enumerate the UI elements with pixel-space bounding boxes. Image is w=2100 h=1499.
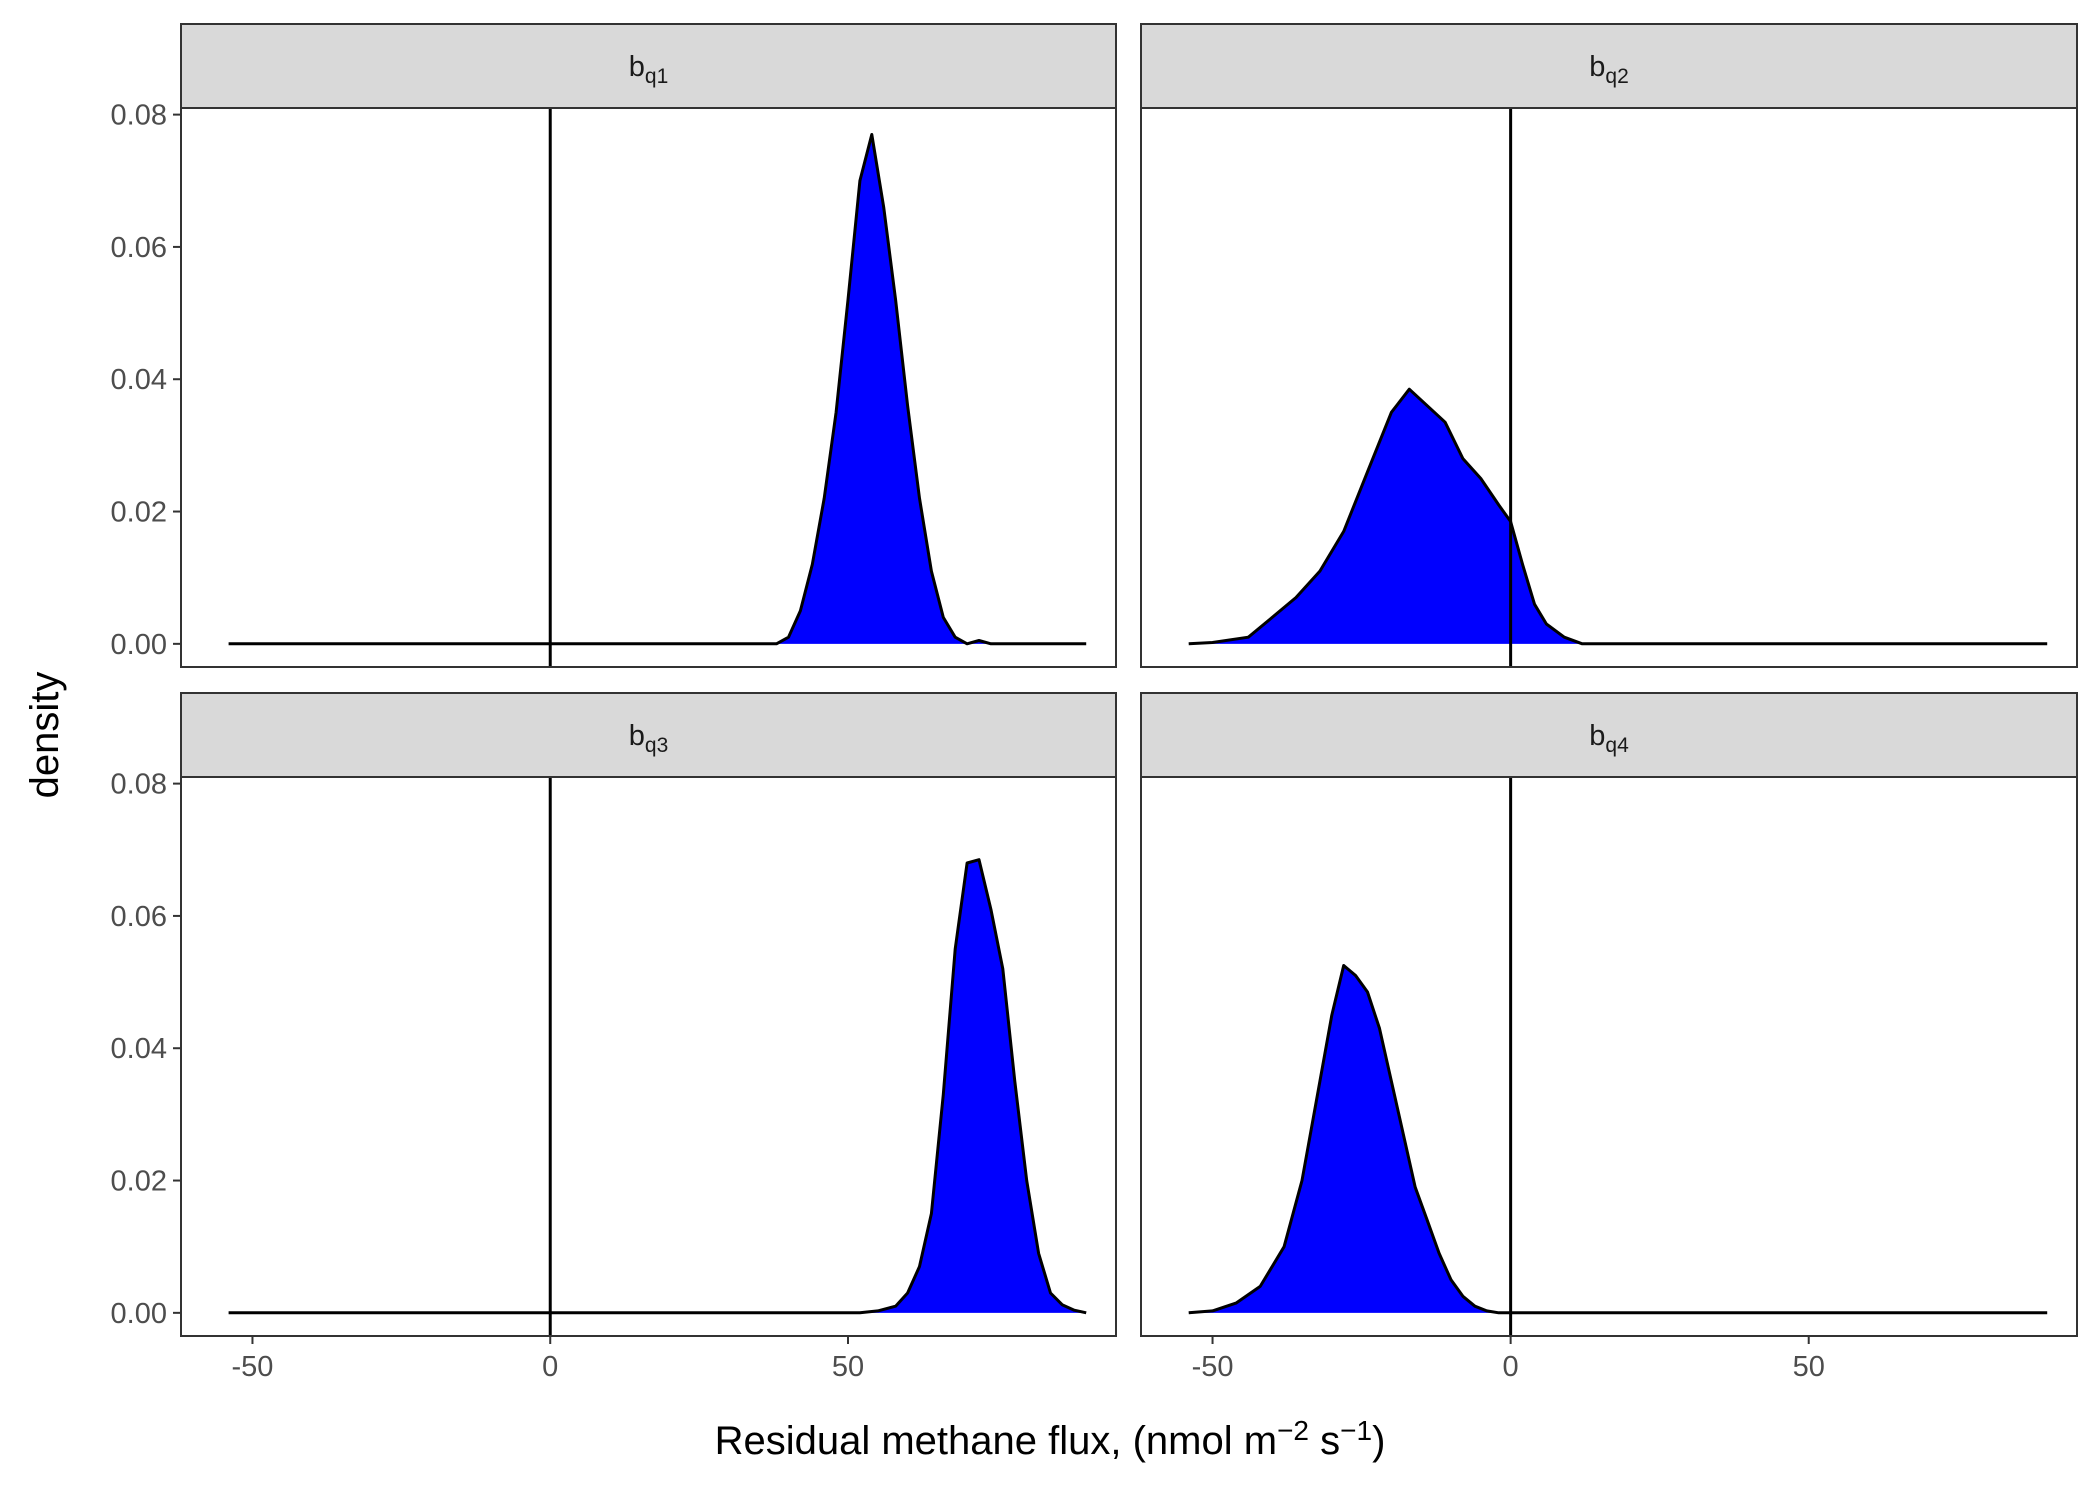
density-line [228, 133, 1087, 646]
density-area [1188, 965, 2048, 1313]
y-tick-label: 0.02 [111, 1166, 167, 1198]
facet-strip-label: bq2 [1589, 51, 1629, 88]
panel-border [1140, 107, 2078, 668]
density-area [228, 134, 1087, 644]
density-area [228, 859, 1087, 1313]
facet-strip [180, 23, 1117, 109]
density-line [228, 858, 1087, 1315]
x-tick-label: 0 [542, 1351, 558, 1383]
y-tick-label: 0.08 [111, 100, 167, 132]
panel-border [180, 776, 1117, 1337]
y-tick-label: 0.02 [111, 497, 167, 529]
facet-strip [1140, 23, 2078, 109]
facet-strip-label: bq3 [629, 720, 669, 757]
y-tick-label: 0.04 [111, 1033, 167, 1065]
density-line [1188, 964, 2048, 1315]
y-tick-label: 0.06 [111, 901, 167, 933]
y-tick-label: 0.00 [111, 629, 167, 661]
facet-panel-q1: bq1 0.00 0.02 0.04 0.06 0.08 [111, 23, 1117, 668]
facet-panels: bq1 0.00 0.02 0.04 0.06 0.08 bq2 bq3 0.00 0.02 0.0… [111, 23, 2078, 1383]
y-axis-title: density [23, 672, 67, 799]
facet-strip-label: bq1 [629, 51, 669, 88]
panel-background [181, 108, 1116, 667]
y-tick-label: 0.00 [111, 1298, 167, 1330]
density-area [1188, 389, 2048, 644]
panel-border [180, 107, 1117, 668]
x-tick-label: 50 [1793, 1351, 1825, 1383]
panel-background [1141, 108, 2077, 667]
facet-panel-q3: bq3 0.00 0.02 0.04 0.06 0.08 -50 0 50 [111, 692, 1117, 1383]
x-tick-label: 50 [832, 1351, 864, 1383]
facet-strip [1140, 692, 2078, 778]
x-axis-title: Residual methane flux, (nmol m−2 s−1) [715, 1415, 1386, 1463]
y-tick-label: 0.06 [111, 232, 167, 264]
panel-border [1140, 776, 2078, 1337]
facet-strip [180, 692, 1117, 778]
density-line [1188, 387, 2048, 646]
facet-strip-label: bq4 [1589, 720, 1629, 757]
x-tick-label: -50 [1192, 1351, 1234, 1383]
facet-panel-q4: bq4 -50 0 50 [1140, 692, 2078, 1383]
x-tick-label: -50 [232, 1351, 274, 1383]
x-tick-label: 0 [1503, 1351, 1519, 1383]
y-tick-label: 0.08 [111, 769, 167, 801]
y-tick-label: 0.04 [111, 364, 167, 396]
facet-panel-q2: bq2 [1140, 23, 2078, 668]
